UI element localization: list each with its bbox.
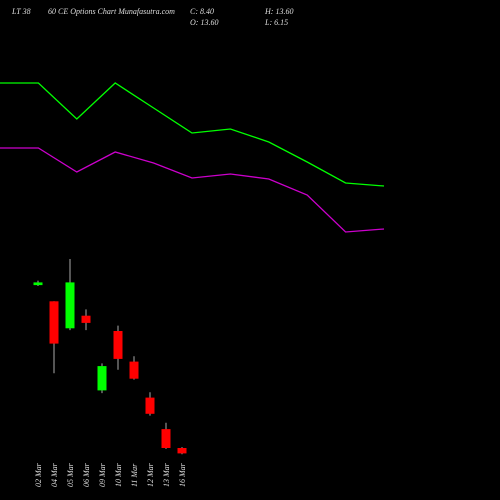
x-tick-label: 13 Mar (162, 462, 171, 487)
x-tick-label: 02 Mar (34, 462, 43, 487)
x-tick-label: 10 Mar (114, 462, 123, 487)
line-series (0, 82, 385, 187)
x-tick-label: 16 Mar (178, 462, 187, 487)
x-tick-label: 09 Mar (98, 462, 107, 487)
ohlc-label: H: 13.60 (264, 7, 293, 16)
candle-body (161, 429, 171, 448)
ohlc-label: L: 6.15 (264, 18, 288, 27)
chart-subtitle: 60 CE Options Chart Munafasutra.com (48, 7, 175, 16)
candle-body (97, 366, 107, 391)
ohlc-label: C: 8.40 (190, 7, 214, 16)
candle-body (65, 282, 75, 329)
candle-body (113, 331, 123, 359)
chart-title: LT 38 (11, 7, 31, 16)
candle-body (33, 282, 43, 286)
candle-body (129, 361, 139, 379)
candle-body (49, 301, 59, 344)
x-tick-label: 05 Mar (66, 462, 75, 487)
x-tick-label: 12 Mar (146, 462, 155, 487)
candle-body (177, 448, 187, 454)
x-tick-label: 04 Mar (50, 462, 59, 487)
line-series (0, 147, 385, 233)
ohlc-label: O: 13.60 (190, 18, 218, 27)
candle-body (81, 315, 91, 323)
x-tick-label: 06 Mar (82, 462, 91, 487)
candle-body (145, 397, 155, 414)
x-tick-label: 11 Mar (130, 463, 139, 487)
